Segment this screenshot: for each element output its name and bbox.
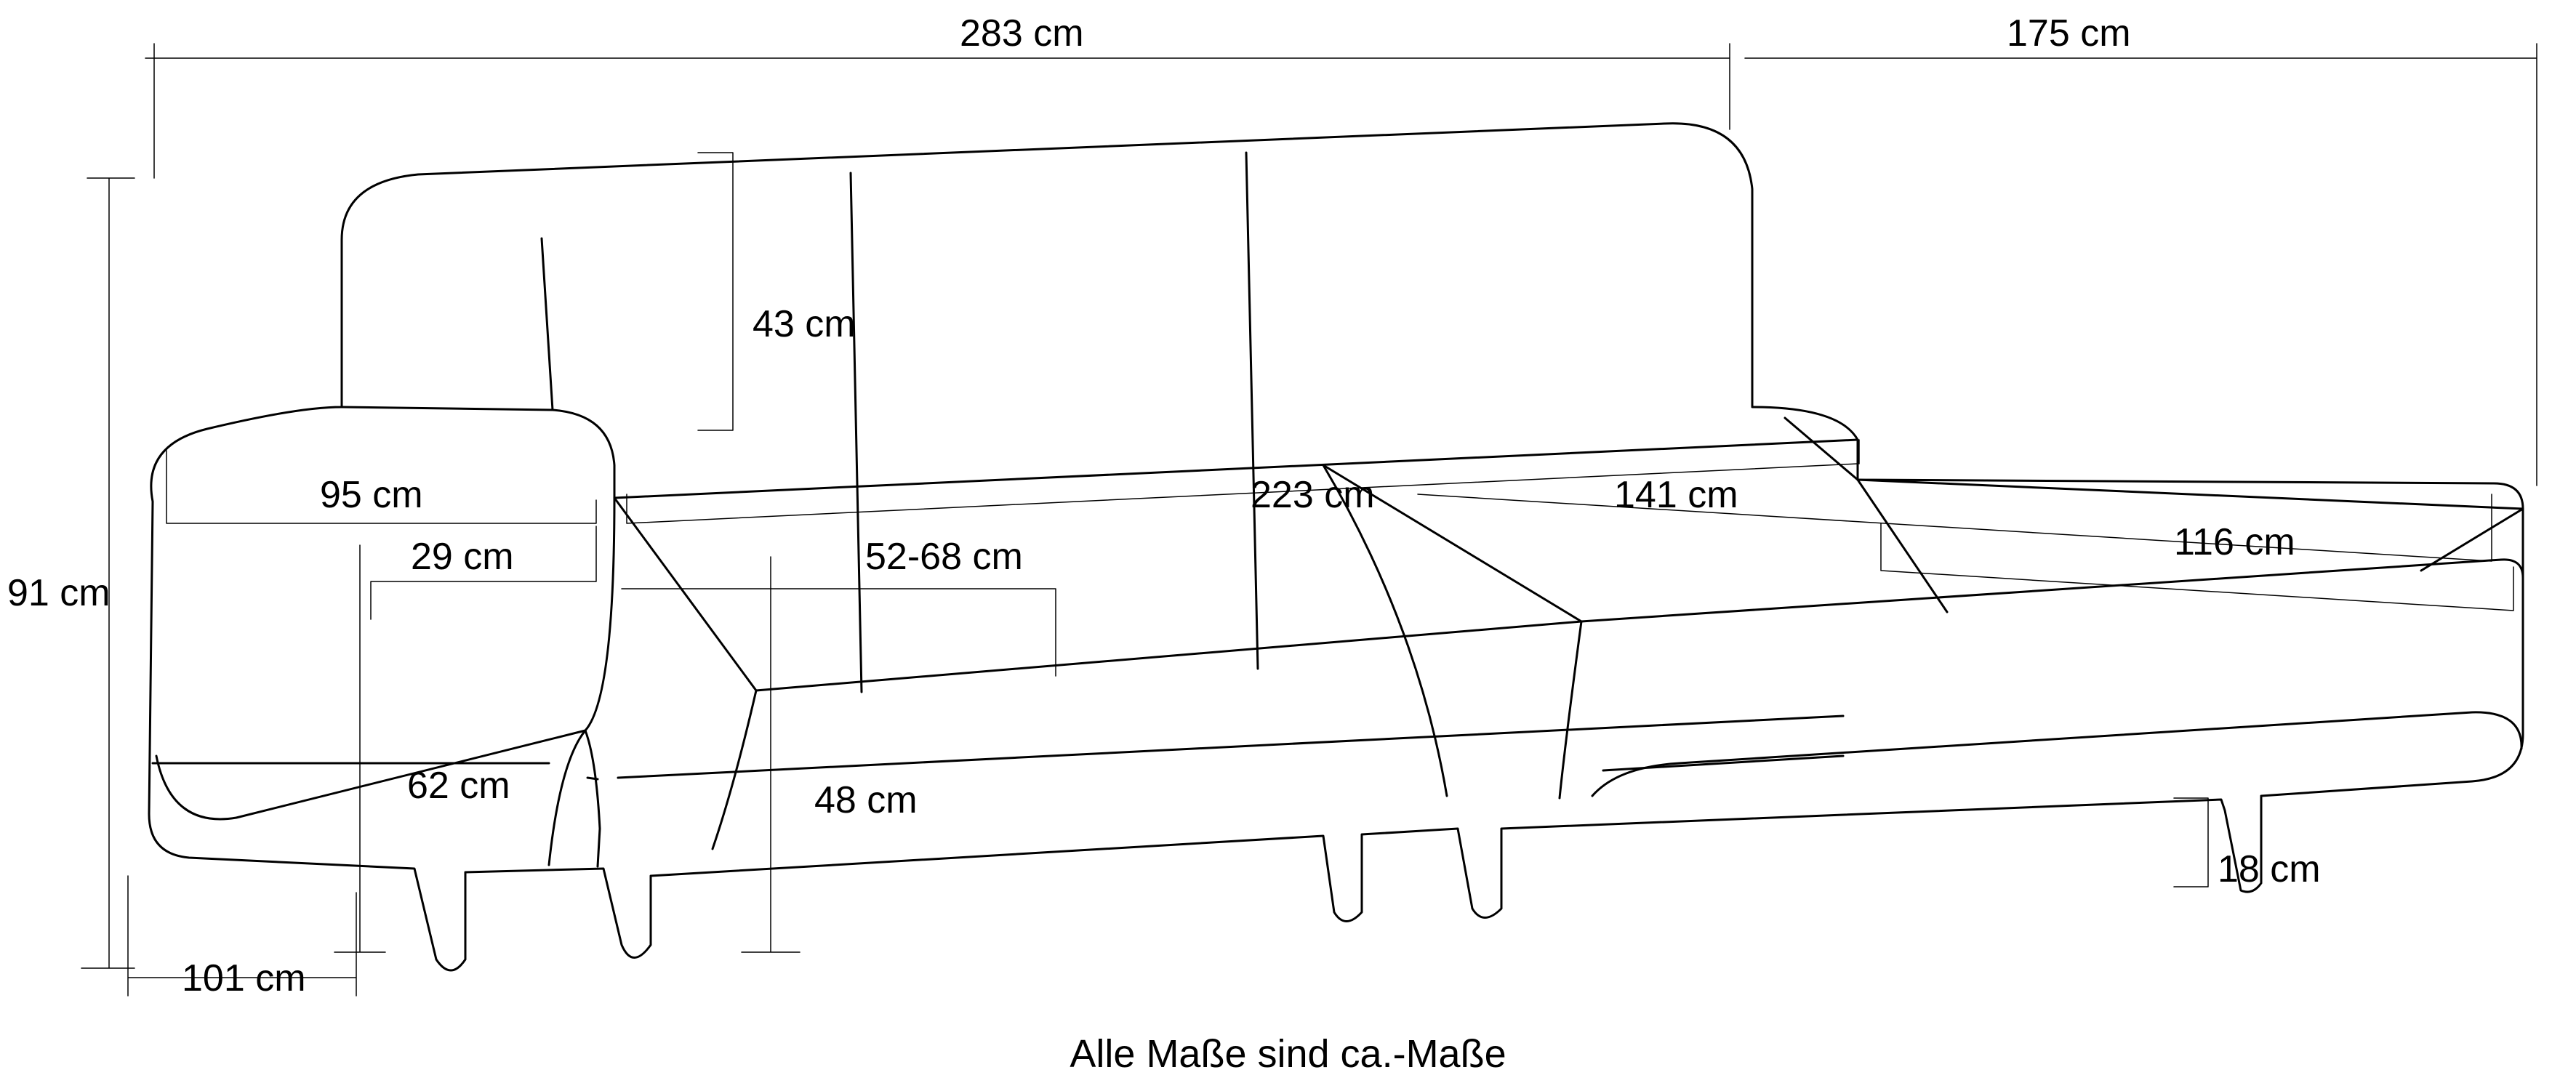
dimension-label: 62 cm <box>407 767 510 805</box>
dimension-label: 95 cm <box>320 476 423 514</box>
dimension-label: 175 cm <box>2007 15 2131 52</box>
dimension-label: 91 cm <box>7 574 111 612</box>
dimension-label: 48 cm <box>814 781 918 819</box>
dimension-label: 223 cm <box>1251 476 1375 514</box>
dimension-label: 283 cm <box>960 15 1084 52</box>
dimension-label: 29 cm <box>411 538 514 576</box>
dimension-diagram: 283 cm 175 cm 91 cm 101 cm 95 cm 29 cm 43 cm 52… <box>0 0 2576 1091</box>
dimension-label: 116 cm <box>2174 523 2295 561</box>
caption: Alle Maße sind ca.-Maße <box>1070 1031 1506 1076</box>
dimension-label: 101 cm <box>182 959 306 997</box>
dimension-label: 43 cm <box>753 305 856 343</box>
dimension-label: 52-68 cm <box>865 538 1023 576</box>
dimension-label: 18 cm <box>2218 850 2321 888</box>
dimension-label: 141 cm <box>1614 476 1738 514</box>
